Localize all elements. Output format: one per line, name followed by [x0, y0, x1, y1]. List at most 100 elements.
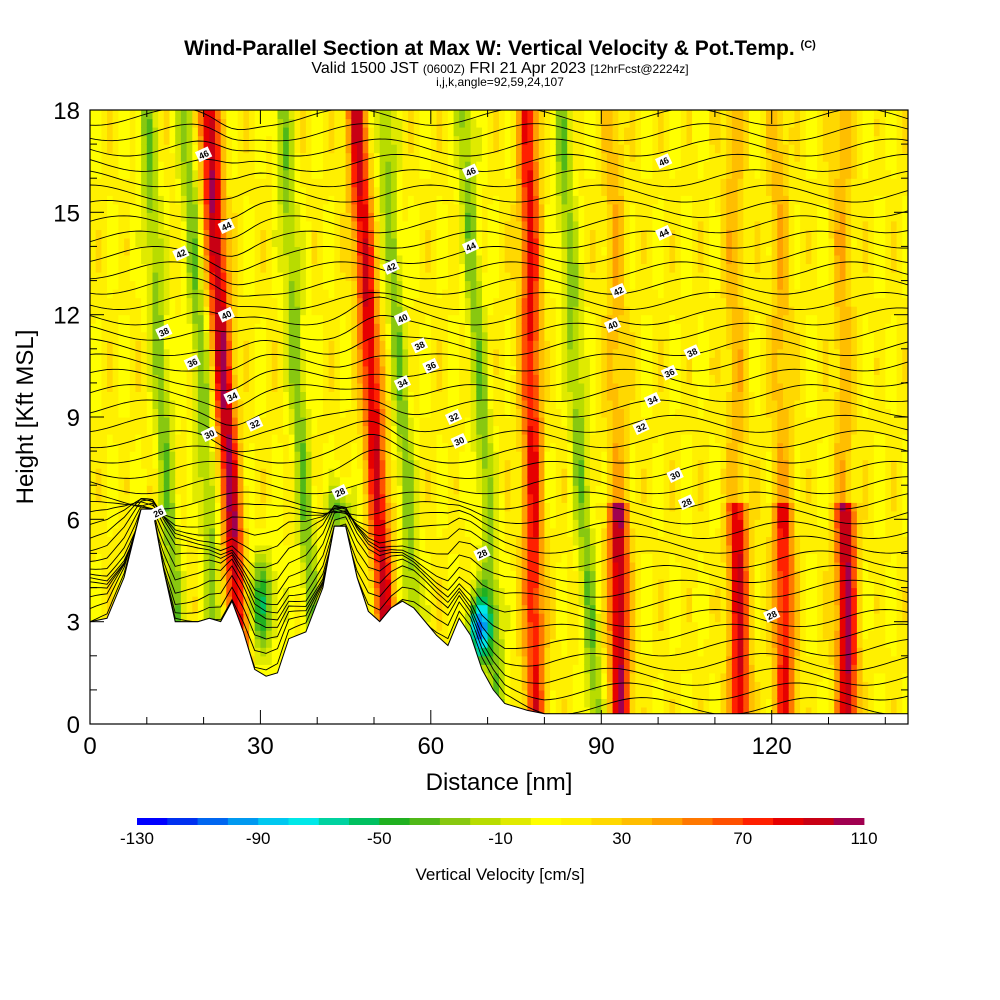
field-cell: [357, 195, 364, 205]
field-cell: [112, 399, 119, 409]
field-cell: [368, 468, 375, 478]
field-cell: [271, 169, 279, 179]
field-cell: [470, 178, 477, 188]
field-cell: [300, 186, 307, 196]
field-cell: [215, 399, 222, 409]
field-cell: [209, 570, 216, 580]
field-cell: [464, 203, 472, 213]
field-cell: [112, 314, 119, 324]
field-cell: [186, 502, 193, 512]
field-cell: [124, 502, 131, 512]
field-cell: [169, 186, 176, 196]
field-cell: [243, 613, 250, 623]
field-cell: [379, 144, 386, 154]
field-cell: [476, 110, 483, 120]
field-cell: [322, 442, 330, 452]
field-cell: [476, 246, 483, 256]
field-cell: [436, 519, 443, 529]
field-cell: [254, 442, 261, 452]
field-cell: [442, 118, 449, 128]
field-cell: [186, 323, 193, 333]
field-cell: [266, 306, 273, 316]
field-cell: [391, 357, 398, 367]
field-cell: [391, 570, 398, 580]
field-cell: [300, 348, 307, 358]
field-cell: [203, 399, 210, 409]
field-cell: [351, 544, 358, 554]
field-cell: [112, 246, 119, 256]
field-cell: [192, 348, 199, 358]
field-cell: [453, 331, 460, 341]
field-cell: [180, 237, 188, 247]
field-cell: [459, 280, 466, 290]
field-cell: [379, 220, 386, 230]
field-cell: [129, 152, 137, 162]
field-cell: [107, 451, 114, 461]
field-cell: [232, 306, 239, 316]
field-cell: [385, 110, 392, 120]
field-cell: [459, 570, 466, 580]
field-cell: [402, 118, 409, 128]
field-cell: [152, 468, 159, 478]
field-cell: [447, 536, 455, 546]
field-cell: [266, 348, 273, 358]
field-cell: [220, 246, 227, 256]
field-cell: [322, 459, 330, 469]
field-cell: [158, 382, 165, 392]
field-cell: [408, 331, 415, 341]
field-cell: [317, 289, 324, 299]
field-cell: [357, 348, 364, 358]
field-cell: [118, 110, 125, 120]
field-cell: [112, 544, 119, 554]
field-cell: [334, 442, 341, 452]
field-cell: [243, 289, 250, 299]
field-cell: [209, 502, 216, 512]
field-cell: [305, 203, 313, 213]
field-cell: [266, 144, 273, 154]
field-cell: [379, 246, 386, 256]
field-cell: [379, 212, 386, 222]
field-cell: [277, 630, 284, 640]
field-cell: [447, 272, 455, 282]
field-cell: [112, 144, 119, 154]
field-cell: [237, 476, 244, 486]
field-cell: [124, 425, 131, 435]
field-cell: [129, 442, 137, 452]
field-cell: [459, 118, 466, 128]
field-cell: [266, 502, 273, 512]
field-cell: [107, 340, 114, 350]
field-cell: [215, 280, 222, 290]
field-cell: [141, 229, 148, 239]
field-cell: [476, 169, 483, 179]
field-cell: [266, 408, 273, 418]
field-cell: [464, 544, 472, 554]
field-cell: [362, 306, 369, 316]
field-cell: [237, 246, 244, 256]
field-cell: [425, 536, 432, 546]
field-cell: [158, 417, 165, 427]
field-cell: [283, 374, 290, 384]
field-cell: [419, 374, 426, 384]
field-cell: [180, 297, 188, 307]
field-cell: [413, 442, 421, 452]
field-cell: [436, 417, 443, 427]
field-cell: [226, 169, 233, 179]
field-cell: [283, 169, 290, 179]
field-cell: [186, 476, 193, 486]
field-cell: [385, 382, 392, 392]
field-cell: [305, 255, 313, 265]
field-cell: [197, 323, 205, 333]
field-cell: [232, 229, 239, 239]
field-cell: [243, 621, 250, 631]
field-cell: [351, 340, 358, 350]
field-cell: [374, 519, 381, 529]
field-cell: [107, 255, 114, 265]
field-cell: [215, 203, 222, 213]
field-cell: [300, 570, 307, 580]
field-cell: [197, 544, 205, 554]
field-cell: [254, 544, 261, 554]
field-cell: [277, 655, 284, 665]
field-cell: [464, 562, 472, 572]
field-cell: [90, 246, 97, 256]
field-cell: [385, 434, 392, 444]
